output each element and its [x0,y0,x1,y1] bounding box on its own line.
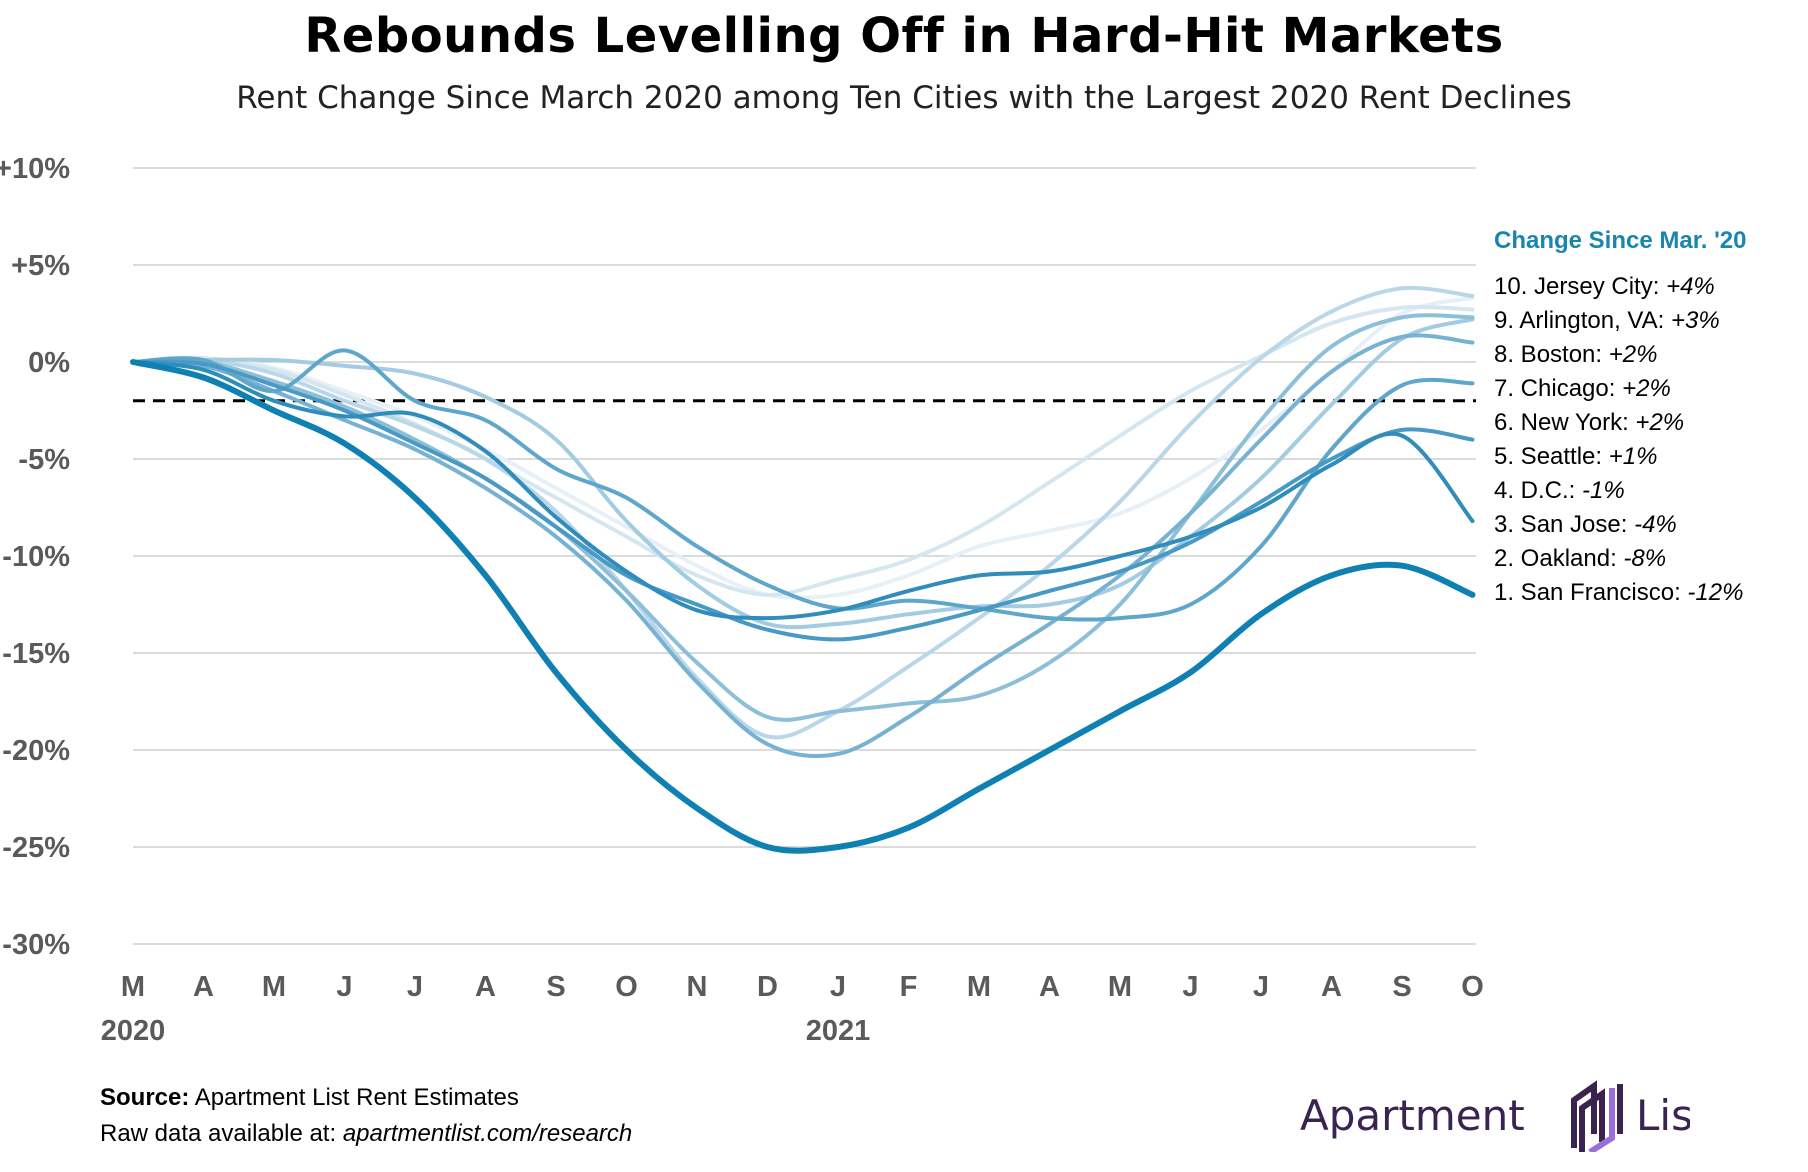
x-tick-label: N [687,971,708,1003]
legend: Change Since Mar. '20 10. Jersey City: +4… [1494,227,1746,606]
series-line-9 [131,304,1475,597]
series-line-10 [131,295,1475,600]
x-tick-label: M [1108,971,1132,1003]
legend-item: 7. Chicago: +2% [1494,375,1671,402]
legend-item-pct: -1% [1582,477,1625,504]
gridlines [133,167,1476,945]
logo-svg: Apartment List [1300,1080,1690,1152]
legend-item: 5. Seattle: +1% [1494,443,1657,470]
x-tick-label: A [193,971,214,1003]
x-tick-label: M [262,971,286,1003]
chart-title: Rebounds Levelling Off in Hard-Hit Marke… [304,8,1504,64]
x-tick-label: M [967,971,991,1003]
legend-item-pct: +2% [1635,409,1684,436]
series-line-7 [131,317,1475,630]
series-group [130,285,1476,854]
legend-item: 10. Jersey City: +4% [1494,273,1715,300]
apartment-list-logo: Apartment List [1300,1072,1690,1152]
legend-item-pct: +1% [1609,443,1658,470]
logo-text-apartment: Apartment [1300,1091,1525,1140]
series-line-1 [130,359,1476,854]
x-tick-label: J [336,971,352,1003]
x-tick-label: O [615,971,638,1003]
source-text: Apartment List Rent Estimates [194,1084,519,1111]
x-tick-label: M [121,971,145,1003]
y-axis-ticks: +10% +5% 0% -5% -10% -15% -20% -25% -30% [0,153,70,961]
legend-item-pct: -12% [1687,579,1743,606]
legend-item: 8. Boston: +2% [1494,341,1657,368]
y-tick-label: +10% [0,153,70,185]
x-year-label: 2021 [806,1015,871,1047]
legend-item-pct: +2% [1622,375,1671,402]
y-tick-label: +5% [11,250,70,282]
legend-item-pct: +2% [1609,341,1658,368]
x-tick-label: A [1321,971,1342,1003]
y-tick-label: -15% [2,638,70,670]
y-tick-label: -20% [2,735,70,767]
x-year-label: 2020 [101,1015,166,1047]
logo-text-list: List [1636,1091,1690,1140]
series-line-6 [131,313,1475,722]
legend-item: 1. San Francisco: -12% [1494,579,1743,606]
x-tick-label: D [757,971,778,1003]
series-line-2 [131,360,1475,621]
x-tick-label: A [475,971,496,1003]
legend-item-pct: -4% [1634,511,1677,538]
raw-data-label: Raw data available at: [100,1120,337,1147]
x-tick-label: O [1461,971,1484,1003]
building-icon [1571,1080,1623,1152]
legend-title: Change Since Mar. '20 [1494,227,1746,254]
x-tick-label: S [1392,971,1411,1003]
legend-item: 2. Oakland: -8% [1494,545,1666,572]
legend-item: 6. New York: +2% [1494,409,1684,436]
y-tick-label: -30% [2,929,70,961]
x-tick-label: S [546,971,565,1003]
y-tick-label: -10% [2,541,70,573]
legend-item-pct: +4% [1666,273,1715,300]
legend-item: 4. D.C.: -1% [1494,477,1625,504]
series-line-4 [131,348,1475,622]
raw-data-link[interactable]: apartmentlist.com/research [342,1120,633,1147]
x-tick-label: J [1253,971,1269,1003]
x-tick-label: J [830,971,846,1003]
x-tick-label: A [1039,971,1060,1003]
x-tick-label: J [407,971,423,1003]
legend-item-pct: +3% [1671,307,1720,334]
y-tick-label: -25% [2,832,70,864]
legend-item: 3. San Jose: -4% [1494,511,1677,538]
source-label: Source: [100,1084,190,1111]
series-line-5 [131,333,1475,759]
x-tick-label: F [900,971,918,1003]
y-tick-label: 0% [28,347,70,379]
legend-item-pct: -8% [1623,545,1666,572]
legend-item: 9. Arlington, VA: +3% [1494,307,1720,334]
series-line-8 [131,285,1475,740]
source-note: Source: Apartment List Rent Estimates Ra… [100,1080,632,1152]
chart-subtitle: Rent Change Since March 2020 among Ten C… [236,80,1572,116]
x-tick-label: J [1182,971,1198,1003]
x-axis-ticks: M A M J J A S O N D J F M A M J J A S O 2020 2021 [101,971,1484,1047]
y-tick-label: -5% [18,444,70,476]
